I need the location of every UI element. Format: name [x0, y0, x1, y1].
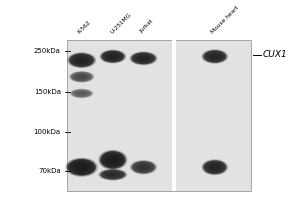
- Ellipse shape: [70, 72, 93, 82]
- Ellipse shape: [69, 53, 94, 67]
- Ellipse shape: [67, 159, 96, 176]
- Ellipse shape: [134, 162, 153, 172]
- Text: Jurkat: Jurkat: [139, 19, 154, 34]
- Text: 100kDa: 100kDa: [34, 129, 61, 135]
- Ellipse shape: [67, 52, 96, 68]
- Ellipse shape: [76, 164, 87, 171]
- Ellipse shape: [210, 54, 219, 59]
- Ellipse shape: [108, 156, 118, 163]
- Ellipse shape: [210, 164, 219, 170]
- Ellipse shape: [206, 52, 224, 61]
- Ellipse shape: [98, 169, 128, 180]
- Ellipse shape: [71, 161, 93, 174]
- Text: 150kDa: 150kDa: [34, 89, 61, 95]
- Ellipse shape: [65, 158, 98, 177]
- Ellipse shape: [202, 49, 228, 64]
- Ellipse shape: [106, 155, 119, 164]
- Ellipse shape: [101, 170, 124, 179]
- Ellipse shape: [203, 160, 226, 174]
- Ellipse shape: [107, 53, 119, 60]
- Ellipse shape: [71, 89, 92, 98]
- Ellipse shape: [72, 72, 92, 81]
- Ellipse shape: [103, 171, 123, 179]
- Ellipse shape: [73, 162, 91, 173]
- Ellipse shape: [69, 71, 94, 83]
- Ellipse shape: [202, 159, 228, 175]
- Bar: [172, 40, 176, 191]
- Ellipse shape: [105, 53, 120, 60]
- Ellipse shape: [101, 50, 125, 63]
- Ellipse shape: [139, 56, 148, 61]
- Ellipse shape: [72, 55, 92, 66]
- Ellipse shape: [134, 54, 153, 63]
- Ellipse shape: [69, 53, 94, 67]
- Ellipse shape: [204, 51, 225, 62]
- Ellipse shape: [203, 50, 226, 63]
- Text: U-251MG: U-251MG: [109, 12, 132, 34]
- Ellipse shape: [131, 161, 156, 174]
- Ellipse shape: [105, 171, 121, 178]
- Text: CUX1: CUX1: [263, 50, 288, 59]
- Ellipse shape: [74, 56, 90, 65]
- Ellipse shape: [69, 160, 94, 175]
- Ellipse shape: [204, 161, 225, 173]
- Text: K-562: K-562: [76, 19, 92, 34]
- Ellipse shape: [207, 52, 222, 61]
- Ellipse shape: [131, 52, 156, 64]
- Ellipse shape: [75, 57, 88, 64]
- Ellipse shape: [137, 164, 150, 171]
- Ellipse shape: [103, 153, 123, 167]
- Ellipse shape: [75, 91, 88, 96]
- Text: 70kDa: 70kDa: [38, 168, 61, 174]
- Ellipse shape: [68, 159, 96, 176]
- Ellipse shape: [139, 165, 148, 170]
- Ellipse shape: [71, 89, 92, 98]
- Ellipse shape: [101, 51, 124, 63]
- Bar: [67, 40, 251, 191]
- Ellipse shape: [100, 170, 125, 180]
- Ellipse shape: [203, 160, 227, 174]
- Ellipse shape: [133, 162, 154, 173]
- Ellipse shape: [130, 160, 157, 174]
- Ellipse shape: [76, 57, 87, 63]
- Ellipse shape: [105, 154, 121, 166]
- Ellipse shape: [74, 90, 90, 97]
- Ellipse shape: [74, 163, 89, 172]
- Ellipse shape: [131, 52, 156, 64]
- Ellipse shape: [76, 74, 88, 79]
- Ellipse shape: [206, 162, 224, 173]
- Ellipse shape: [102, 51, 123, 62]
- Ellipse shape: [132, 161, 155, 174]
- Ellipse shape: [100, 169, 126, 180]
- Ellipse shape: [70, 89, 94, 98]
- Ellipse shape: [100, 50, 126, 63]
- Ellipse shape: [98, 150, 128, 170]
- Text: 250kDa: 250kDa: [34, 48, 61, 54]
- Ellipse shape: [70, 54, 93, 66]
- Text: Mouse heart: Mouse heart: [210, 5, 240, 34]
- Ellipse shape: [73, 73, 90, 81]
- Ellipse shape: [136, 163, 151, 171]
- Ellipse shape: [104, 52, 122, 61]
- Ellipse shape: [133, 53, 154, 64]
- Ellipse shape: [137, 55, 150, 62]
- Ellipse shape: [106, 172, 119, 177]
- Ellipse shape: [209, 164, 221, 171]
- Ellipse shape: [129, 51, 158, 65]
- Ellipse shape: [70, 72, 93, 82]
- Ellipse shape: [100, 151, 125, 169]
- Ellipse shape: [207, 163, 222, 172]
- Ellipse shape: [136, 54, 152, 62]
- Ellipse shape: [100, 151, 126, 169]
- Ellipse shape: [108, 54, 118, 59]
- Ellipse shape: [74, 74, 89, 80]
- Ellipse shape: [72, 90, 91, 97]
- Ellipse shape: [203, 50, 227, 63]
- Ellipse shape: [108, 173, 118, 177]
- Ellipse shape: [209, 53, 221, 60]
- Ellipse shape: [101, 152, 124, 168]
